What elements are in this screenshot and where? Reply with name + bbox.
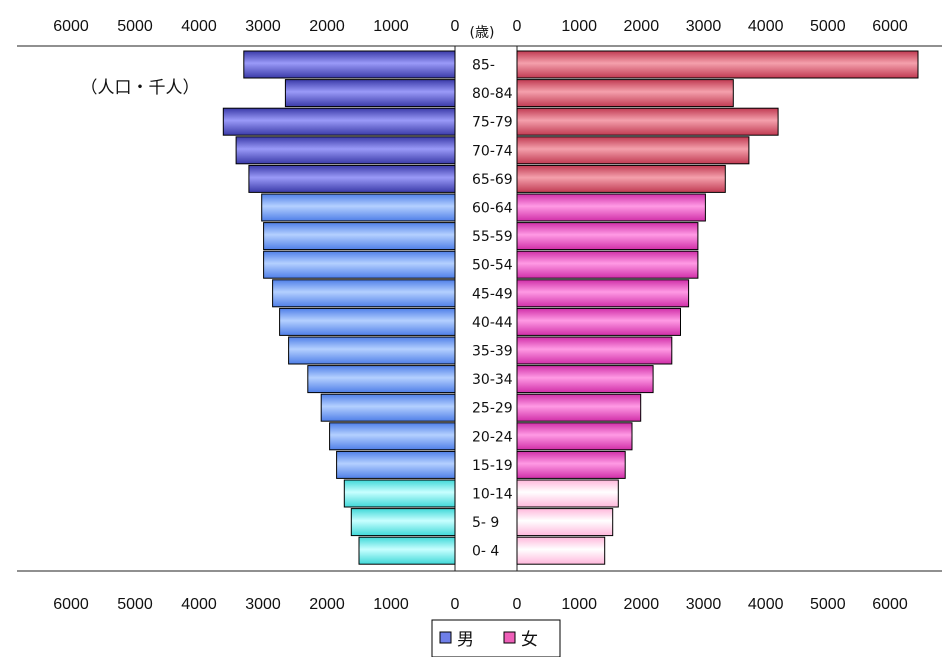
age-label: 75-79	[472, 115, 513, 131]
female-bar-45-49	[516, 279, 690, 308]
male-bar-5-9	[350, 508, 456, 537]
age-axis-label: (歳)	[470, 25, 495, 41]
female-bar-65-69	[516, 164, 726, 193]
age-label: 85-	[472, 58, 495, 74]
age-label: 80-84	[472, 86, 513, 102]
age-label: 35-39	[472, 344, 513, 360]
female-bar-80-84	[516, 79, 734, 108]
male-bar-20-24	[329, 422, 456, 451]
female-bar-60-64	[516, 193, 706, 222]
bottom-tick-label-female: 1000	[561, 596, 597, 613]
top-tick-label-male: 5000	[117, 18, 153, 35]
male-bar-50-54	[263, 250, 456, 279]
bottom-tick-label-male: 2000	[309, 596, 345, 613]
top-tick-label-female: 3000	[686, 18, 722, 35]
legend-female-swatch	[503, 631, 516, 644]
legend-male-swatch	[439, 631, 452, 644]
female-bar-30-34	[516, 365, 654, 394]
male-bar-85-	[243, 50, 456, 79]
female-bar-20-24	[516, 422, 633, 451]
female-bar-10-14	[516, 479, 619, 508]
male-bar-70-74	[235, 136, 456, 165]
age-label: 50-54	[472, 258, 513, 274]
age-label: 15-19	[472, 458, 513, 474]
female-bar-50-54	[516, 250, 699, 279]
age-label: 60-64	[472, 201, 513, 217]
female-bar-55-59	[516, 222, 699, 251]
male-bar-80-84	[284, 79, 456, 108]
bottom-tick-label-male: 3000	[245, 596, 281, 613]
top-tick-label-female: 1000	[561, 18, 597, 35]
age-label: 45-49	[472, 286, 513, 302]
male-bar-55-59	[263, 222, 456, 251]
bottom-tick-label-male: 4000	[181, 596, 217, 613]
top-tick-label-female: 4000	[748, 18, 784, 35]
bottom-tick-label-female: 5000	[810, 596, 846, 613]
legend: 男 女	[431, 619, 561, 657]
top-tick-label-male: 6000	[53, 18, 89, 35]
top-tick-label-male: 0	[451, 18, 460, 35]
top-tick-label-female: 5000	[810, 18, 846, 35]
female-bar-70-74	[516, 136, 750, 165]
male-bar-25-29	[320, 393, 456, 422]
male-bar-65-69	[248, 164, 456, 193]
top-tick-label-female: 0	[513, 18, 522, 35]
unit-label: （人口・千人）	[81, 78, 200, 98]
male-bar-40-44	[279, 307, 456, 336]
female-bar-5-9	[516, 508, 614, 537]
female-bar-0-4	[516, 536, 606, 565]
female-bar-15-19	[516, 450, 626, 479]
top-tick-label-female: 6000	[872, 18, 908, 35]
age-label: 30-34	[472, 372, 513, 388]
top-tick-label-female: 2000	[624, 18, 660, 35]
bottom-tick-label-male: 1000	[373, 596, 409, 613]
top-tick-label-male: 1000	[373, 18, 409, 35]
male-bar-30-34	[307, 365, 456, 394]
female-bar-85-	[516, 50, 919, 79]
age-label: 5- 9	[472, 515, 499, 531]
age-label: 40-44	[472, 315, 513, 331]
bottom-tick-label-female: 3000	[686, 596, 722, 613]
age-label: 65-69	[472, 172, 513, 188]
legend-box	[431, 619, 561, 657]
age-labels: 85- 80-84 75-79 70-74 65-69 60-64 55-59 50-54 45…	[472, 58, 513, 560]
female-bar-35-39	[516, 336, 673, 365]
male-bar-0-4	[358, 536, 456, 565]
male-bar-75-79	[222, 107, 456, 136]
age-label: 0- 4	[472, 544, 499, 560]
top-tick-label-male: 2000	[309, 18, 345, 35]
male-bar-35-39	[288, 336, 456, 365]
legend-female-label: 女	[521, 630, 538, 650]
bottom-tick-label-male: 5000	[117, 596, 153, 613]
male-bar-10-14	[343, 479, 456, 508]
female-bar-25-29	[516, 393, 642, 422]
age-label: 20-24	[472, 429, 513, 445]
male-bar-45-49	[272, 279, 456, 308]
male-bar-15-19	[336, 450, 456, 479]
age-label: 10-14	[472, 487, 513, 503]
tick-labels: 6000 5000 4000 3000 2000 1000 0 0 1000 2000 3000 40…	[53, 18, 908, 613]
female-bar-75-79	[516, 107, 779, 136]
bottom-tick-label-male: 6000	[53, 596, 89, 613]
bottom-tick-label-female: 6000	[872, 596, 908, 613]
female-bar-40-44	[516, 307, 681, 336]
male-bar-60-64	[261, 193, 456, 222]
age-label: 55-59	[472, 229, 513, 245]
bottom-tick-label-female: 2000	[624, 596, 660, 613]
age-label: 25-29	[472, 401, 513, 417]
age-label: 70-74	[472, 143, 513, 159]
bars	[222, 50, 919, 565]
legend-male-label: 男	[457, 630, 474, 650]
bottom-tick-label-female: 0	[513, 596, 522, 613]
top-tick-label-male: 4000	[181, 18, 217, 35]
bottom-tick-label-male: 0	[451, 596, 460, 613]
top-tick-label-male: 3000	[245, 18, 281, 35]
bottom-tick-label-female: 4000	[748, 596, 784, 613]
